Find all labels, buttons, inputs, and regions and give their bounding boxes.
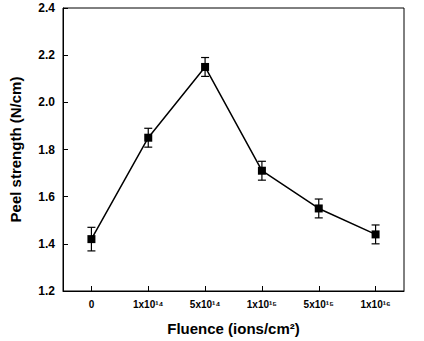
svg-text:2.0: 2.0 [38,95,55,109]
svg-text:5x10¹⁵: 5x10¹⁵ [304,299,335,310]
svg-text:1x10¹⁶: 1x10¹⁶ [360,299,390,310]
svg-text:Peel strength (N/cm): Peel strength (N/cm) [7,77,24,223]
svg-text:1.8: 1.8 [38,143,55,157]
svg-text:1x10¹⁵: 1x10¹⁵ [247,299,278,310]
svg-text:Fluence (ions/cm²): Fluence (ions/cm²) [167,320,300,337]
svg-text:1.4: 1.4 [38,237,55,251]
svg-text:0: 0 [89,299,95,310]
svg-text:1.2: 1.2 [38,284,55,298]
svg-text:5x10¹⁴: 5x10¹⁴ [190,299,221,310]
svg-text:2.4: 2.4 [38,1,55,15]
svg-text:1.6: 1.6 [38,190,55,204]
svg-text:1x10¹⁴: 1x10¹⁴ [133,299,164,310]
svg-text:2.2: 2.2 [38,48,55,62]
